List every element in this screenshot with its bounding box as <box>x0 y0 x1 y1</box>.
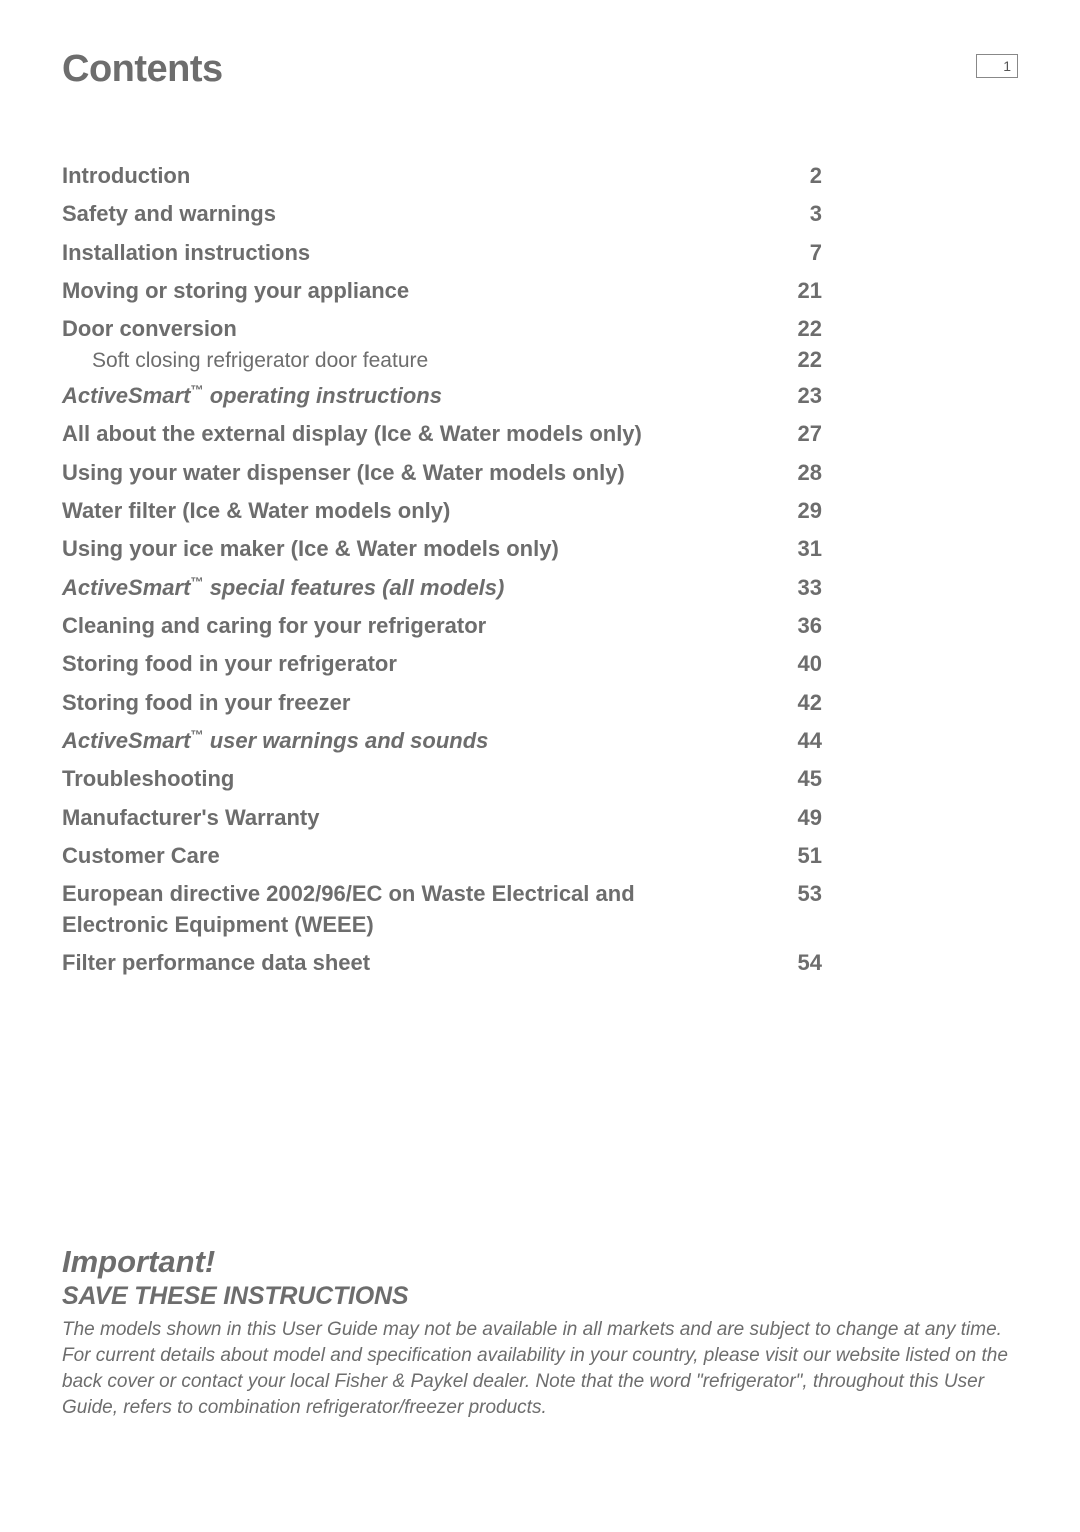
toc-entry-page: 23 <box>778 383 822 409</box>
toc-entry-page: 45 <box>778 766 822 792</box>
toc-entry-title: Introduction <box>62 161 190 191</box>
toc-entry-page: 31 <box>778 536 822 562</box>
toc-entry-page: 33 <box>778 575 822 601</box>
toc-row: Customer Care 51 <box>62 841 822 871</box>
toc-row: Storing food in your refrigerator 40 <box>62 649 822 679</box>
toc-subentry-page: 22 <box>778 347 822 373</box>
toc-entry-title: Door conversion <box>62 314 237 344</box>
toc-entry-title: European directive 2002/96/EC on Waste E… <box>62 879 722 940</box>
page-number-badge: 1 <box>976 54 1018 78</box>
toc-entry-page: 3 <box>790 201 822 227</box>
toc-entry-page: 49 <box>778 805 822 831</box>
toc-entry-page: 2 <box>790 163 822 189</box>
toc-row: ActiveSmart™ user warnings and sounds 44 <box>62 726 822 756</box>
toc-entry-title: ActiveSmart™ operating instructions <box>62 381 442 411</box>
toc-row: Installation instructions 7 <box>62 238 822 268</box>
toc-row: All about the external display (Ice & Wa… <box>62 419 822 449</box>
toc-entry-title: Cleaning and caring for your refrigerato… <box>62 611 486 641</box>
toc-entry-title: ActiveSmart™ user warnings and sounds <box>62 726 488 756</box>
toc-entry-title: Moving or storing your appliance <box>62 276 409 306</box>
toc-row: Using your water dispenser (Ice & Water … <box>62 458 822 488</box>
toc-entry-title: Storing food in your refrigerator <box>62 649 397 679</box>
toc-entry-title: Using your ice maker (Ice & Water models… <box>62 534 559 564</box>
toc-row: Troubleshooting 45 <box>62 764 822 794</box>
toc-row: Door conversion 22 <box>62 314 822 344</box>
toc-entry-page: 27 <box>778 421 822 447</box>
toc-subrow: Soft closing refrigerator door feature 22 <box>62 347 822 373</box>
toc-entry-title: Water filter (Ice & Water models only) <box>62 496 450 526</box>
toc-entry-title: ActiveSmart™ special features (all model… <box>62 573 504 603</box>
toc-entry-page: 54 <box>778 950 822 976</box>
toc-entry-title: Using your water dispenser (Ice & Water … <box>62 458 625 488</box>
toc-row: Water filter (Ice & Water models only) 29 <box>62 496 822 526</box>
toc-entry-page: 53 <box>778 881 822 907</box>
toc-entry-title: All about the external display (Ice & Wa… <box>62 419 642 449</box>
toc-entry-page: 40 <box>778 651 822 677</box>
toc-row: Moving or storing your appliance 21 <box>62 276 822 306</box>
toc-row: European directive 2002/96/EC on Waste E… <box>62 879 822 940</box>
toc-entry-page: 29 <box>778 498 822 524</box>
toc-row: Using your ice maker (Ice & Water models… <box>62 534 822 564</box>
toc-entry-page: 7 <box>790 240 822 266</box>
toc-row: Manufacturer's Warranty 49 <box>62 803 822 833</box>
important-heading: Important! <box>62 1244 1018 1280</box>
disclaimer-text: The models shown in this User Guide may … <box>62 1317 1018 1422</box>
toc-entry-title: Troubleshooting <box>62 764 234 794</box>
toc-row: ActiveSmart™ special features (all model… <box>62 573 822 603</box>
toc-entry-title: Filter performance data sheet <box>62 948 370 978</box>
toc-row: Introduction 2 <box>62 161 822 191</box>
toc-entry-page: 42 <box>778 690 822 716</box>
document-page: Contents 1 Introduction 2 Safety and warni… <box>0 0 1080 1481</box>
toc-subentry-title: Soft closing refrigerator door feature <box>62 349 428 373</box>
save-instructions-heading: SAVE THESE INSTRUCTIONS <box>62 1282 1018 1311</box>
toc-row: Cleaning and caring for your refrigerato… <box>62 611 822 641</box>
toc-entry-title: Storing food in your freezer <box>62 688 350 718</box>
contents-heading: Contents <box>62 48 223 91</box>
toc-entry-page: 44 <box>778 728 822 754</box>
table-of-contents: Introduction 2 Safety and warnings 3 Install… <box>62 161 822 979</box>
important-section: Important! SAVE THESE INSTRUCTIONS The m… <box>62 1244 1018 1422</box>
toc-row: Safety and warnings 3 <box>62 199 822 229</box>
toc-entry-title: Installation instructions <box>62 238 310 268</box>
toc-entry-page: 36 <box>778 613 822 639</box>
toc-entry-page: 22 <box>778 316 822 342</box>
page-header: Contents 1 <box>62 48 1018 91</box>
toc-entry-page: 21 <box>778 278 822 304</box>
toc-row: Filter performance data sheet 54 <box>62 948 822 978</box>
toc-entry-title: Customer Care <box>62 841 220 871</box>
toc-entry-title: Safety and warnings <box>62 199 276 229</box>
toc-row: Storing food in your freezer 42 <box>62 688 822 718</box>
toc-entry-page: 28 <box>778 460 822 486</box>
toc-entry-page: 51 <box>778 843 822 869</box>
toc-row: ActiveSmart™ operating instructions 23 <box>62 381 822 411</box>
toc-entry-title: Manufacturer's Warranty <box>62 803 319 833</box>
